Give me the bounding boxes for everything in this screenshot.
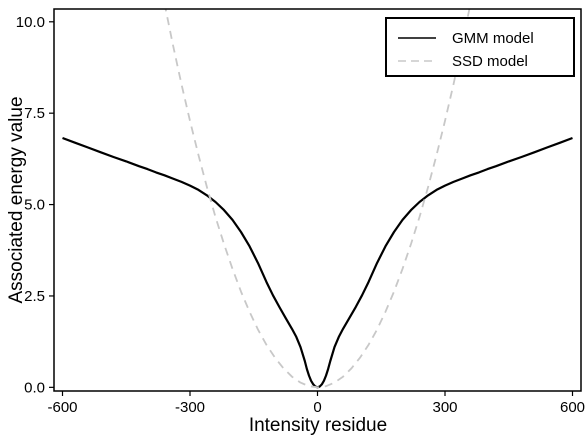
legend-label-ssd: SSD model bbox=[452, 53, 528, 70]
series-layer bbox=[62, 9, 573, 389]
series-line-ssd-model bbox=[164, 9, 471, 389]
x-tick-label: -600 bbox=[47, 399, 77, 416]
legend: GMM model SSD model bbox=[385, 17, 575, 77]
y-axis-ticks: 0.0 2.5 5.0 7.5 10.0 bbox=[16, 14, 54, 396]
y-tick-label: 10.0 bbox=[16, 14, 45, 31]
y-tick-label: 2.5 bbox=[24, 288, 45, 305]
x-tick-label: 600 bbox=[560, 399, 585, 416]
x-tick-label: 300 bbox=[432, 399, 457, 416]
x-tick-label: -300 bbox=[175, 399, 205, 416]
legend-box bbox=[385, 17, 575, 77]
y-axis-label: Associated energy value bbox=[6, 96, 27, 303]
x-axis-ticks: -600 -300 0 300 600 bbox=[47, 391, 585, 416]
x-tick-label: 0 bbox=[313, 399, 321, 416]
y-tick-label: 0.0 bbox=[24, 379, 45, 396]
legend-label-gmm: GMM model bbox=[452, 30, 534, 47]
y-tick-label: 5.0 bbox=[24, 197, 45, 214]
x-axis-label: Intensity residue bbox=[249, 415, 387, 436]
y-tick-label: 7.5 bbox=[24, 105, 45, 122]
series-line-gmm-model bbox=[62, 136, 573, 389]
